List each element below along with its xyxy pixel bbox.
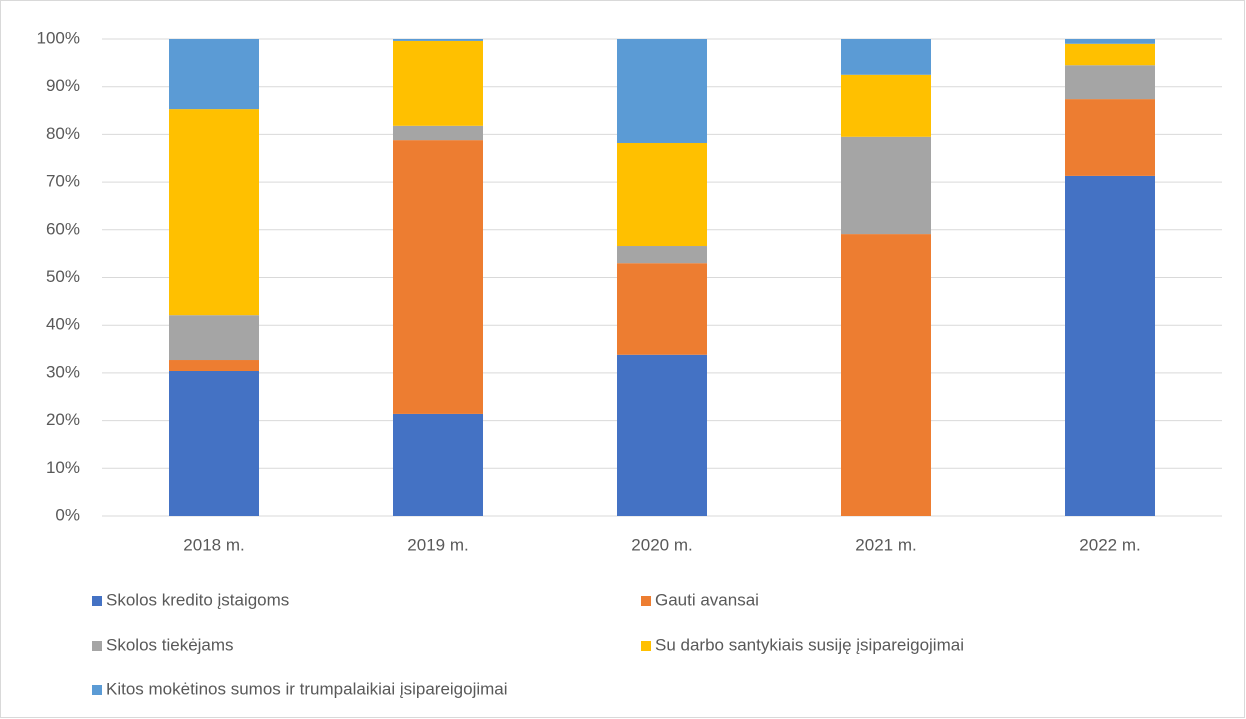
bar-segment — [841, 136, 931, 235]
y-tick-label: 10% — [46, 458, 80, 477]
bar-segment — [169, 39, 259, 110]
y-tick-label: 20% — [46, 410, 80, 429]
bar-segment — [617, 246, 707, 264]
legend-swatch — [92, 685, 102, 695]
y-tick-label: 70% — [46, 172, 80, 191]
y-tick-label: 90% — [46, 76, 80, 95]
bar-segment — [841, 74, 931, 137]
x-tick-label: 2019 m. — [407, 535, 468, 554]
bar-segment — [393, 125, 483, 141]
legend-label: Kitos mokėtinos sumos ir trumpalaikiai į… — [106, 679, 508, 698]
legend-swatch — [641, 596, 651, 606]
x-tick-label: 2018 m. — [183, 535, 244, 554]
bar-segment — [393, 413, 483, 516]
x-tick-label: 2021 m. — [855, 535, 916, 554]
y-tick-label: 0% — [55, 505, 80, 524]
bar-segment — [841, 234, 931, 516]
bar-segment — [1065, 175, 1155, 517]
legend-label: Su darbo santykiais susiję įsipareigojim… — [655, 635, 964, 654]
legend-label: Gauti avansai — [655, 590, 759, 609]
bar-segment — [393, 39, 483, 41]
bar-segment — [393, 40, 483, 126]
bar-segment — [393, 140, 483, 414]
legend-label: Skolos tiekėjams — [106, 635, 234, 654]
legend-swatch — [92, 596, 102, 606]
bar-segment — [1065, 43, 1155, 66]
bar-segment — [841, 39, 931, 75]
legend-swatch — [92, 641, 102, 651]
bar-segment — [1065, 39, 1155, 44]
bar-segment — [1065, 65, 1155, 100]
y-tick-label: 80% — [46, 124, 80, 143]
bar-segment — [169, 370, 259, 516]
legend-swatch — [641, 641, 651, 651]
bar-segment — [169, 315, 259, 361]
y-tick-label: 50% — [46, 267, 80, 286]
y-tick-label: 100% — [37, 28, 80, 47]
y-tick-label: 30% — [46, 362, 80, 381]
bar-segment — [169, 109, 259, 316]
bar-segment — [617, 39, 707, 143]
x-tick-label: 2020 m. — [631, 535, 692, 554]
y-tick-label: 40% — [46, 315, 80, 334]
x-tick-label: 2022 m. — [1079, 535, 1140, 554]
bar-segment — [617, 263, 707, 355]
bar-segment — [617, 354, 707, 516]
bar-segment — [169, 360, 259, 371]
bar-segment — [1065, 99, 1155, 176]
legend-label: Skolos kredito įstaigoms — [106, 590, 289, 609]
y-tick-label: 60% — [46, 219, 80, 238]
bar-segment — [617, 142, 707, 247]
